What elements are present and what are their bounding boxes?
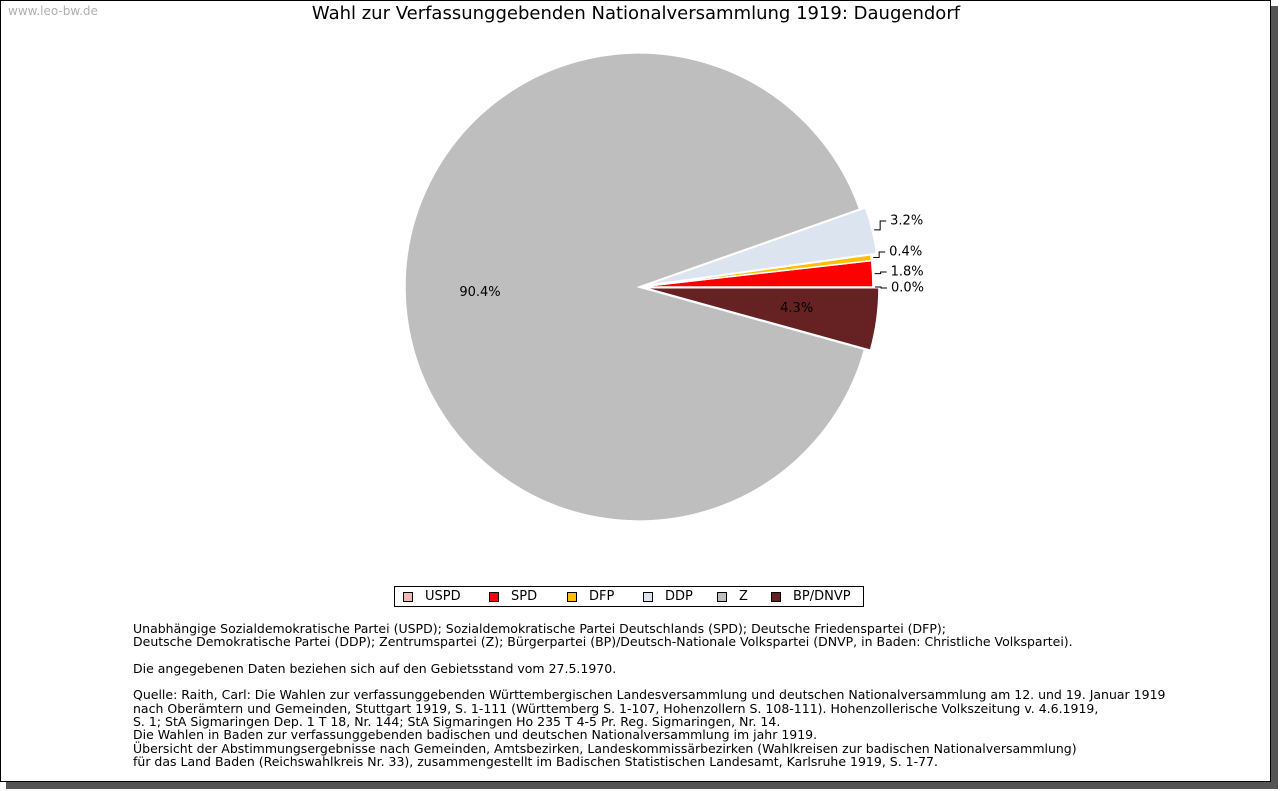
- pie-slice-bp-dnvp: [644, 287, 880, 352]
- watermark: www.leo-bw.de: [8, 4, 98, 18]
- notes-source-line-2: nach Oberämtern und Gemeinden, Stuttgart…: [133, 700, 1099, 716]
- legend-label-uspd: USPD: [425, 589, 461, 604]
- legend-swatch-z: [717, 591, 727, 602]
- notes-party-line-1: Unabhängige Sozialdemokratische Partei (…: [133, 621, 946, 636]
- pie-label-dfp: 0.4%: [889, 245, 922, 260]
- legend-item-ddp: DDP: [643, 589, 717, 604]
- legend-label-dfp: DFP: [589, 589, 615, 604]
- pie-leader-dfp: [873, 251, 886, 258]
- frame-shadow-bottom: [6, 782, 1278, 789]
- pie-leader-ddp: [874, 220, 887, 231]
- pie-label-spd: 1.8%: [891, 265, 924, 280]
- notes-source-line-1: Quelle: Raith, Carl: Die Wahlen zur verf…: [133, 687, 1166, 703]
- notes-gebietsstand: Die angegebenen Daten beziehen sich auf …: [133, 660, 617, 676]
- chart-legend: USPD SPD DFP DDP Z BP/DNVP: [394, 586, 864, 607]
- legend-label-bp-dnvp: BP/DNVP: [793, 589, 851, 604]
- pie-label-uspd: 0.0%: [891, 281, 924, 296]
- notes-source-line-4: Die Wahlen in Baden zur verfassunggebend…: [133, 727, 818, 743]
- notes-source-line-3: S. 1; StA Sigmaringen Dep. 1 T 18, Nr. 1…: [133, 714, 781, 730]
- chart-notes: Unabhängige Sozialdemokratische Partei (…: [133, 622, 1233, 769]
- legend-label-z: Z: [739, 589, 748, 604]
- notes-source-line-6: für das Land Baden (Reichswahlkreis Nr. …: [133, 754, 938, 770]
- legend-item-bp-dnvp: BP/DNVP: [771, 589, 851, 604]
- pie-label-ddp: 3.2%: [890, 214, 923, 229]
- pie-leader-uspd: [875, 286, 887, 289]
- pie-chart: 3.2% 0.4% 1.8%0.0% 90.4% 4.3%: [404, 52, 924, 522]
- legend-label-spd: SPD: [511, 589, 538, 604]
- legend-swatch-spd: [489, 591, 499, 602]
- legend-swatch-dfp: [567, 591, 577, 602]
- legend-item-uspd: USPD: [403, 589, 489, 604]
- pie-slice-ddp: [644, 206, 878, 287]
- legend-swatch-ddp: [643, 591, 653, 602]
- pie-leader-spd: [874, 271, 887, 275]
- pie-label-bp-dnvp: 4.3%: [780, 301, 813, 316]
- legend-swatch-bp-dnvp: [771, 591, 781, 602]
- legend-item-spd: SPD: [489, 589, 567, 604]
- notes-source-line-5: Übersicht der Abstimmungsergebnisse nach…: [133, 740, 1077, 756]
- notes-party-line-2: Deutsche Demokratische Partei (DDP); Zen…: [133, 634, 1073, 650]
- pie-slice-z: [404, 52, 866, 522]
- legend-swatch-uspd: [403, 591, 413, 602]
- legend-item-z: Z: [717, 589, 771, 604]
- legend-label-ddp: DDP: [665, 589, 693, 604]
- chart-title: Wahl zur Verfassunggebenden Nationalvers…: [311, 3, 961, 24]
- pie-label-z: 90.4%: [459, 285, 500, 300]
- frame-shadow-right: [1271, 6, 1278, 788]
- legend-item-dfp: DFP: [567, 589, 643, 604]
